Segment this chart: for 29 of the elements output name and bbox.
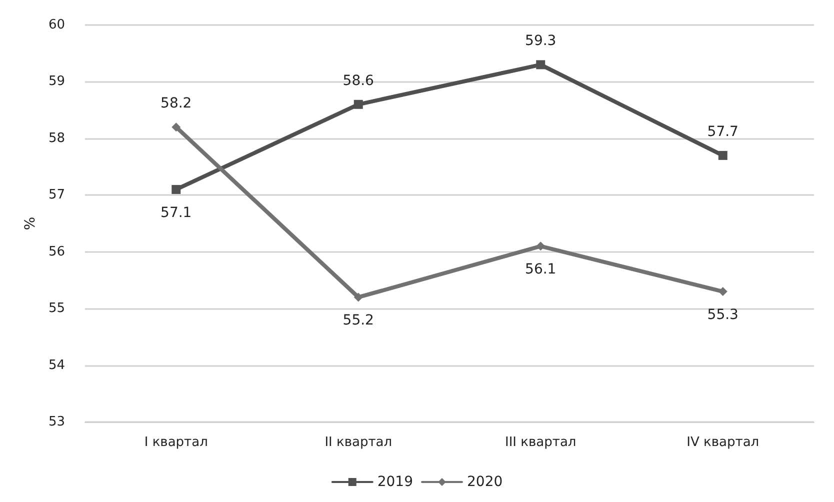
point (172, 122, 181, 132)
y-tick-label: 57 (48, 188, 65, 203)
y-tick-label: 56 (48, 244, 65, 260)
y-tick-label: 59 (48, 74, 65, 90)
legend-label: 2019 (377, 474, 414, 490)
point (354, 292, 363, 302)
x-tick-label: I квартал (144, 435, 208, 450)
data-label: 55.2 (342, 312, 374, 329)
y-tick-label: 54 (48, 358, 65, 373)
legend-label: 2020 (467, 474, 503, 490)
data-label: 58.2 (160, 96, 192, 112)
y-tick-label: 58 (48, 130, 65, 146)
x-tick-label: IV квартал (686, 435, 760, 450)
data-label: 57.1 (160, 204, 192, 221)
point (718, 150, 728, 160)
x-tick-label: III квартал (505, 435, 576, 450)
data-label: 55.3 (707, 307, 738, 324)
point (172, 184, 181, 194)
y-axis-title: % (22, 216, 39, 230)
y-tick-label: 53 (48, 414, 65, 430)
data-label: 56.1 (525, 262, 556, 278)
data-label: 59.3 (525, 33, 556, 50)
point (536, 60, 546, 70)
point (354, 100, 363, 109)
y-tick-label: 60 (48, 18, 65, 32)
y-tick-label: 55 (48, 301, 65, 316)
x-tick-label: II квартал (324, 435, 392, 450)
data-label: 57.7 (707, 124, 738, 140)
data-label: 58.6 (342, 72, 374, 89)
